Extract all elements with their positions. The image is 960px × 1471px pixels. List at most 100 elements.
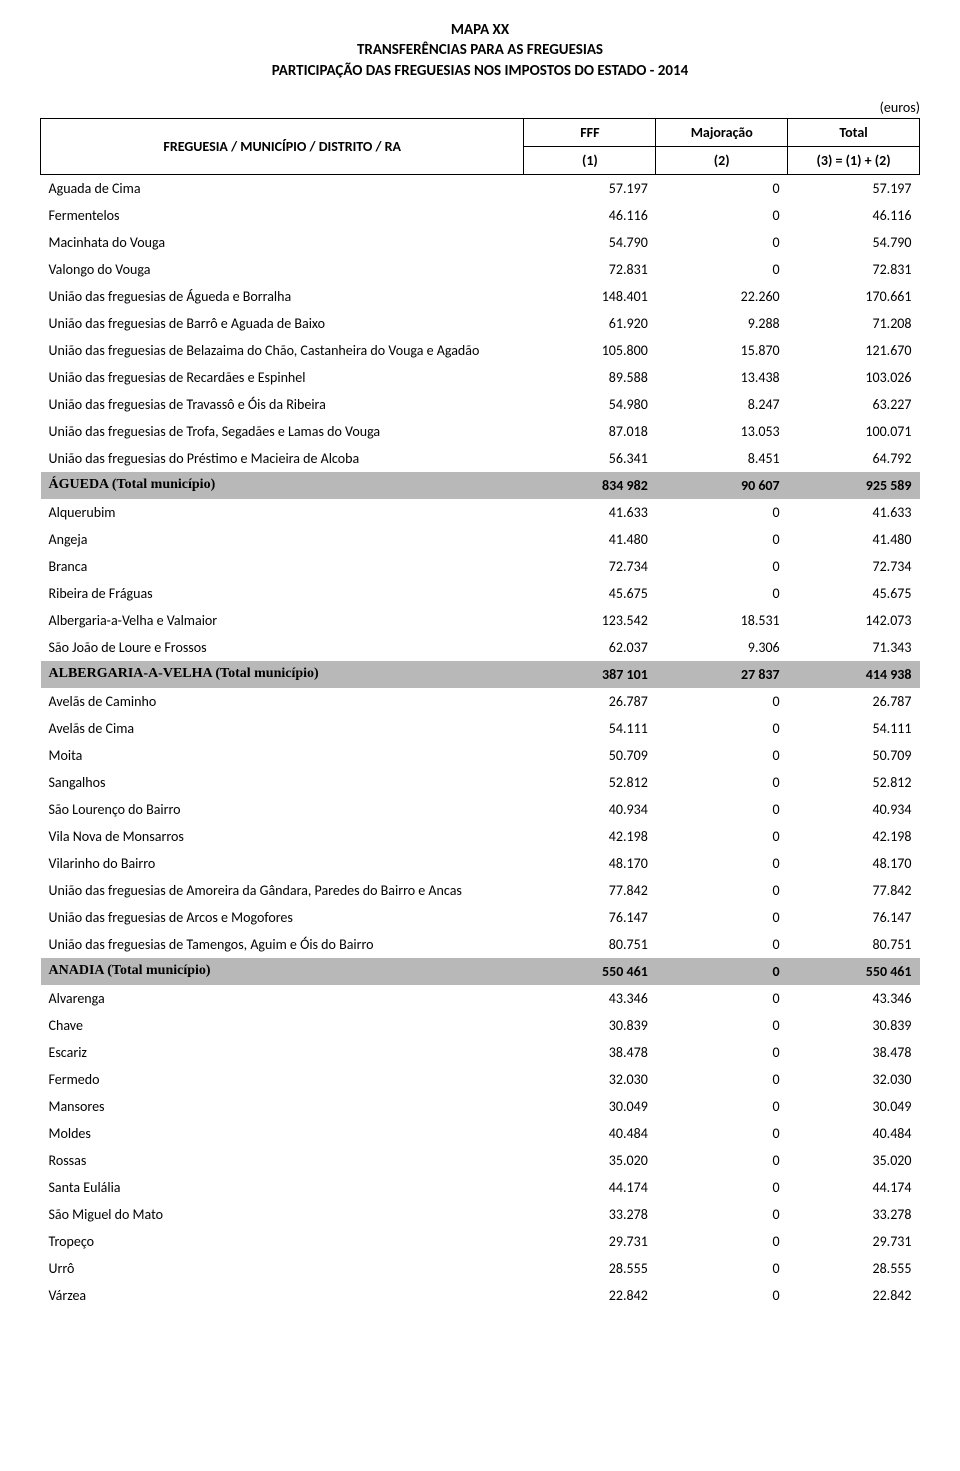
row-majoracao: 0 (656, 742, 788, 769)
row-fff: 43.346 (524, 985, 656, 1012)
table-row: Vilarinho do Bairro48.170048.170 (41, 850, 920, 877)
row-label: Chave (41, 1012, 524, 1039)
row-total: 30.049 (788, 1093, 920, 1120)
row-majoracao: 8.451 (656, 445, 788, 472)
row-label: Alquerubim (41, 499, 524, 526)
row-majoracao: 18.531 (656, 607, 788, 634)
row-majoracao: 0 (656, 904, 788, 931)
table-row: Avelãs de Cima54.111054.111 (41, 715, 920, 742)
row-majoracao: 0 (656, 1228, 788, 1255)
row-majoracao: 0 (656, 931, 788, 958)
row-total: 121.670 (788, 337, 920, 364)
row-total: 46.116 (788, 202, 920, 229)
row-label: União das freguesias de Trofa, Segadães … (41, 418, 524, 445)
row-label: União das freguesias de Arcos e Mogofore… (41, 904, 524, 931)
row-majoracao: 0 (656, 256, 788, 283)
row-total: 925 589 (788, 472, 920, 499)
row-majoracao: 0 (656, 769, 788, 796)
row-total: 64.792 (788, 445, 920, 472)
row-majoracao: 0 (656, 715, 788, 742)
row-majoracao: 0 (656, 499, 788, 526)
table-row: Urrô28.555028.555 (41, 1255, 920, 1282)
table-row: Alquerubim41.633041.633 (41, 499, 920, 526)
row-majoracao: 9.306 (656, 634, 788, 661)
row-majoracao: 0 (656, 688, 788, 715)
row-fff: 40.484 (524, 1120, 656, 1147)
row-fff: 80.751 (524, 931, 656, 958)
row-fff: 22.842 (524, 1282, 656, 1309)
table-row: União das freguesias de Barrô e Aguada d… (41, 310, 920, 337)
table-row: União das freguesias do Préstimo e Macie… (41, 445, 920, 472)
row-label: União das freguesias de Recardães e Espi… (41, 364, 524, 391)
table-row: São Miguel do Mato33.278033.278 (41, 1201, 920, 1228)
row-majoracao: 0 (656, 958, 788, 985)
row-majoracao: 0 (656, 1174, 788, 1201)
row-total: 41.633 (788, 499, 920, 526)
row-label: Moita (41, 742, 524, 769)
row-fff: 45.675 (524, 580, 656, 607)
row-total: 33.278 (788, 1201, 920, 1228)
row-fff: 41.633 (524, 499, 656, 526)
row-majoracao: 0 (656, 1255, 788, 1282)
table-row: Mansores30.049030.049 (41, 1093, 920, 1120)
row-total: 28.555 (788, 1255, 920, 1282)
row-majoracao: 15.870 (656, 337, 788, 364)
table-row: União das freguesias de Trofa, Segadães … (41, 418, 920, 445)
row-majoracao: 0 (656, 174, 788, 202)
row-label: São Lourenço do Bairro (41, 796, 524, 823)
row-label: São João de Loure e Frossos (41, 634, 524, 661)
row-total: 30.839 (788, 1012, 920, 1039)
row-total: 100.071 (788, 418, 920, 445)
row-total: 170.661 (788, 283, 920, 310)
row-total: 77.842 (788, 877, 920, 904)
row-total: 41.480 (788, 526, 920, 553)
row-total: 71.208 (788, 310, 920, 337)
table-row: Angeja41.480041.480 (41, 526, 920, 553)
row-total: 103.026 (788, 364, 920, 391)
row-majoracao: 0 (656, 553, 788, 580)
table-row: Fermedo32.030032.030 (41, 1066, 920, 1093)
table-row: União das freguesias de Arcos e Mogofore… (41, 904, 920, 931)
row-label: União das freguesias de Águeda e Borralh… (41, 283, 524, 310)
table-row: Alvarenga43.346043.346 (41, 985, 920, 1012)
row-label: União das freguesias de Travassô e Óis d… (41, 391, 524, 418)
table-row: Valongo do Vouga72.831072.831 (41, 256, 920, 283)
header-total: Total (788, 118, 920, 146)
title-line-1: MAPA XX (40, 20, 920, 40)
table-row: União das freguesias de Recardães e Espi… (41, 364, 920, 391)
row-label: Ribeira de Fráguas (41, 580, 524, 607)
row-label: ALBERGARIA-A-VELHA (Total município) (41, 661, 524, 688)
row-label: ANADIA (Total município) (41, 958, 524, 985)
row-majoracao: 13.438 (656, 364, 788, 391)
row-fff: 54.790 (524, 229, 656, 256)
row-total: 72.734 (788, 553, 920, 580)
row-fff: 50.709 (524, 742, 656, 769)
row-fff: 48.170 (524, 850, 656, 877)
row-total: 63.227 (788, 391, 920, 418)
row-label: Santa Eulália (41, 1174, 524, 1201)
table-row: Macinhata do Vouga54.790054.790 (41, 229, 920, 256)
row-majoracao: 0 (656, 526, 788, 553)
row-total: 54.790 (788, 229, 920, 256)
row-total: 72.831 (788, 256, 920, 283)
row-fff: 30.839 (524, 1012, 656, 1039)
table-row: Moldes40.484040.484 (41, 1120, 920, 1147)
table-row: Escariz38.478038.478 (41, 1039, 920, 1066)
row-label: Urrô (41, 1255, 524, 1282)
row-label: Mansores (41, 1093, 524, 1120)
row-fff: 52.812 (524, 769, 656, 796)
header-sub1: (1) (524, 146, 656, 174)
table-body: Aguada de Cima57.197057.197Fermentelos46… (41, 174, 920, 1309)
row-majoracao: 0 (656, 985, 788, 1012)
header-label: FREGUESIA / MUNICÍPIO / DISTRITO / RA (41, 118, 524, 174)
row-fff: 33.278 (524, 1201, 656, 1228)
row-total: 550 461 (788, 958, 920, 985)
row-majoracao: 90 607 (656, 472, 788, 499)
row-fff: 550 461 (524, 958, 656, 985)
row-total: 43.346 (788, 985, 920, 1012)
row-majoracao: 0 (656, 1120, 788, 1147)
row-label: Vilarinho do Bairro (41, 850, 524, 877)
row-majoracao: 8.247 (656, 391, 788, 418)
row-total: 26.787 (788, 688, 920, 715)
row-total: 414 938 (788, 661, 920, 688)
